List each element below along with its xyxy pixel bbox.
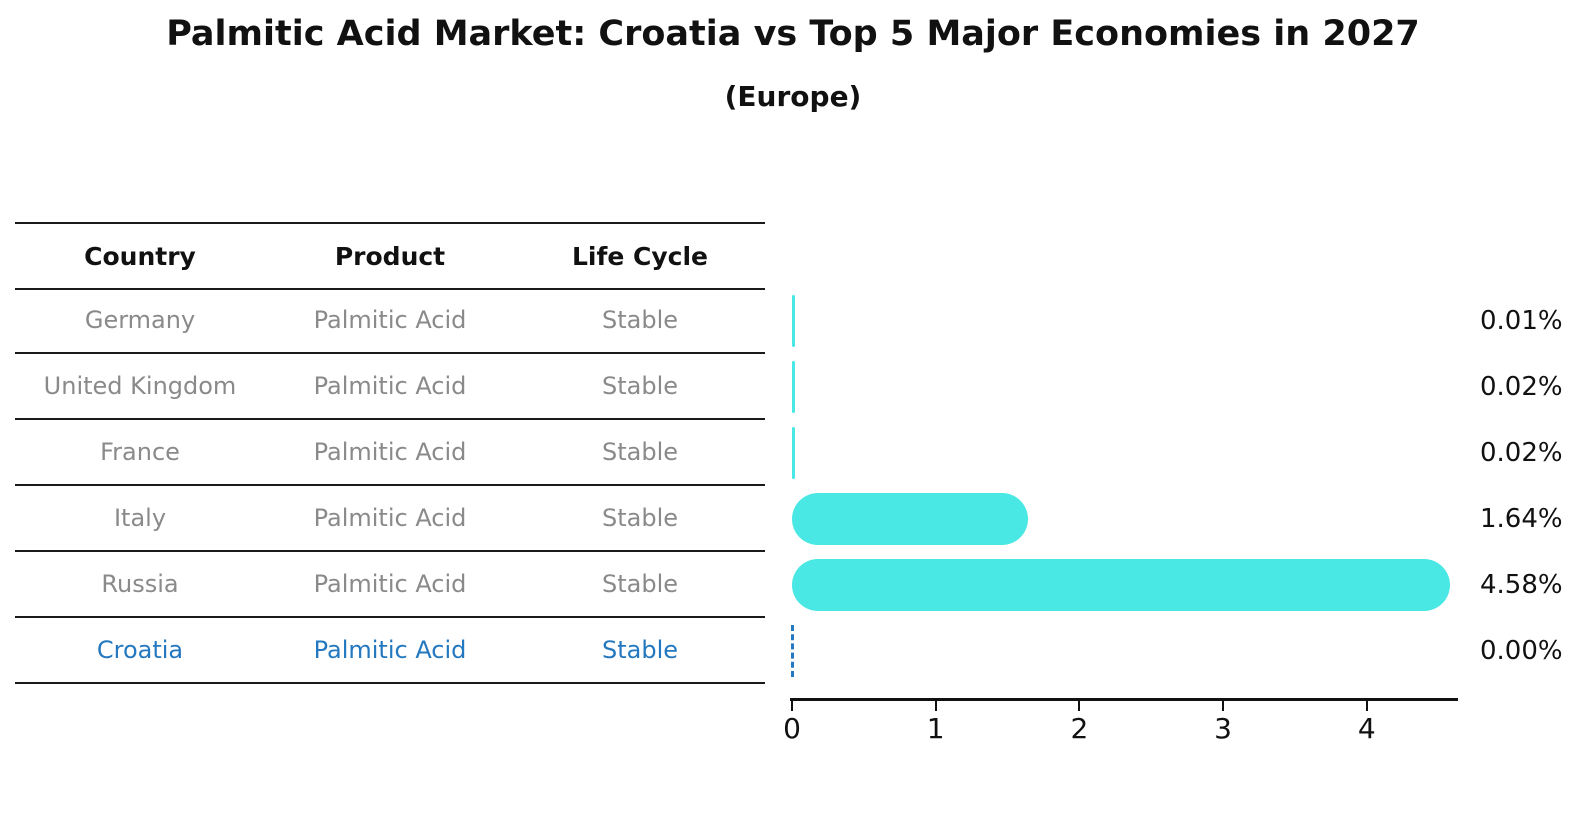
table-cell-life-cycle: Stable xyxy=(601,504,679,532)
value-label: 1.64% xyxy=(1480,504,1563,534)
table-cell-country: Italy xyxy=(113,504,167,532)
bar-united-kingdom xyxy=(792,361,795,413)
table-cell-country: United Kingdom xyxy=(43,372,237,400)
table-cell-life-cycle: Stable xyxy=(601,570,679,598)
table-cell-product: Palmitic Acid xyxy=(313,372,467,400)
table-row: Italy Palmitic Acid Stable xyxy=(15,486,765,552)
bar-italy xyxy=(792,493,1028,545)
table-header-country: Country xyxy=(84,241,196,271)
table-cell-product: Palmitic Acid xyxy=(313,636,467,664)
value-label: 0.01% xyxy=(1480,306,1563,336)
table-cell-product: Palmitic Acid xyxy=(313,438,467,466)
zero-value-dashed-line xyxy=(791,625,794,677)
chart-subtitle: (Europe) xyxy=(724,80,862,113)
value-label: 4.58% xyxy=(1480,570,1563,600)
chart-title: Palmitic Acid Market: Croatia vs Top 5 M… xyxy=(166,14,1420,54)
bar-russia xyxy=(792,559,1451,611)
table-cell-product: Palmitic Acid xyxy=(313,306,467,334)
x-tick-mark xyxy=(934,701,937,711)
value-label: 0.02% xyxy=(1480,438,1563,468)
x-axis-line xyxy=(790,698,1458,701)
table-cell-product: Palmitic Acid xyxy=(313,504,467,532)
x-tick-label: 1 xyxy=(926,712,945,745)
table-row: France Palmitic Acid Stable xyxy=(15,420,765,486)
table-cell-country: Russia xyxy=(101,570,179,598)
x-tick-mark xyxy=(1078,701,1081,711)
value-label: 0.02% xyxy=(1480,372,1563,402)
table-cell-product: Palmitic Acid xyxy=(313,570,467,598)
bar-france xyxy=(792,427,795,479)
x-tick-mark xyxy=(1365,701,1368,711)
table-cell-life-cycle: Stable xyxy=(601,438,679,466)
table-cell-country: France xyxy=(100,438,180,466)
x-tick-label: 2 xyxy=(1070,712,1089,745)
x-tick-label: 3 xyxy=(1214,712,1232,745)
table-cell-country: Germany xyxy=(84,306,196,334)
table-cell-life-cycle: Stable xyxy=(601,306,679,334)
table-cell-country: Croatia xyxy=(96,636,184,664)
x-tick-label: 0 xyxy=(783,712,801,745)
table-cell-life-cycle: Stable xyxy=(601,636,679,664)
table-row: Croatia Palmitic Acid Stable xyxy=(15,618,765,684)
table-row: Russia Palmitic Acid Stable xyxy=(15,552,765,618)
x-tick-label: 4 xyxy=(1357,712,1376,745)
bar-germany xyxy=(792,295,795,347)
table-cell-life-cycle: Stable xyxy=(601,372,679,400)
table-row: Germany Palmitic Acid Stable xyxy=(15,288,765,354)
table-header-product: Product xyxy=(334,241,446,271)
table-header-row: Country Product Life Cycle xyxy=(15,222,765,290)
x-tick-mark xyxy=(791,701,793,711)
table-row: United Kingdom Palmitic Acid Stable xyxy=(15,354,765,420)
value-label: 0.00% xyxy=(1480,636,1563,666)
table-header-life-cycle: Life Cycle xyxy=(571,241,709,271)
x-tick-mark xyxy=(1222,701,1225,711)
